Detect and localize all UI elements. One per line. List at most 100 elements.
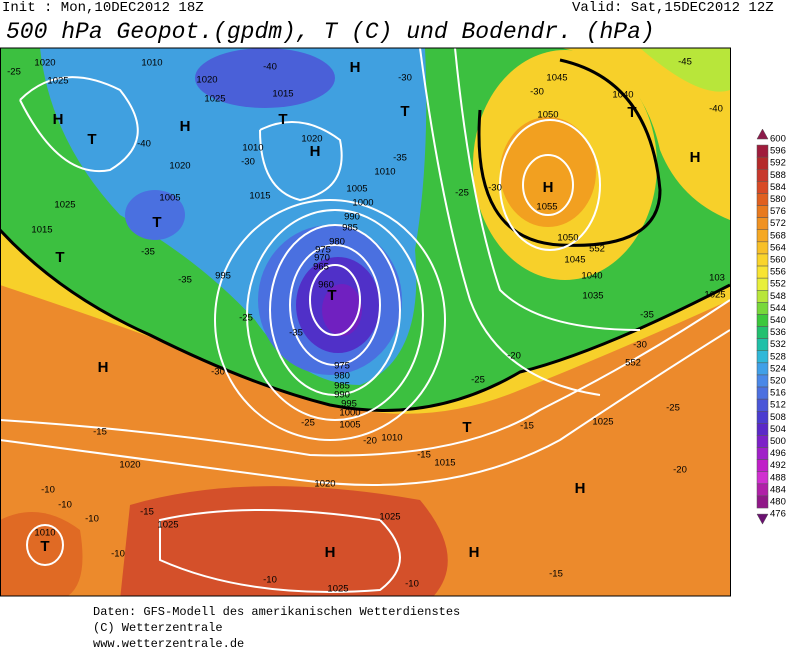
contour-label: -45 xyxy=(678,57,692,68)
colorbar-cell xyxy=(756,314,769,327)
colorbar-cell xyxy=(756,205,769,218)
colorbar-cell xyxy=(756,253,769,267)
contour-label: 1025 xyxy=(704,290,725,301)
contour-label: 1025 xyxy=(204,94,225,105)
contour-label: 990 xyxy=(344,212,360,223)
contour-label: -20 xyxy=(673,465,687,476)
init-text: Init : Mon,10DEC2012 18Z xyxy=(2,0,204,16)
contour-label: 1050 xyxy=(557,233,578,244)
map-frame xyxy=(0,47,731,597)
colorbar-cell xyxy=(756,277,769,291)
colorbar-cell xyxy=(756,193,769,206)
contour-label: 1035 xyxy=(582,291,603,302)
contour-label: 1010 xyxy=(374,167,395,178)
contour-label: 1025 xyxy=(592,417,613,428)
colorbar-label: 492 xyxy=(770,460,786,471)
contour-label: -25 xyxy=(239,313,253,324)
contour-label: 960 xyxy=(318,280,334,291)
colorbar-label: 476 xyxy=(770,509,786,520)
pressure-center: T xyxy=(627,104,636,121)
contour-label: 995 xyxy=(215,271,231,282)
colorbar-label: 544 xyxy=(770,303,786,314)
contour-label: 1025 xyxy=(157,520,178,531)
contour-label: 1040 xyxy=(581,271,602,282)
colorbar-label: 524 xyxy=(770,363,786,374)
colorbar-cell xyxy=(756,350,769,364)
colorbar-label: 500 xyxy=(770,436,786,447)
contour-label: -15 xyxy=(140,507,154,518)
contour-label: 1000 xyxy=(339,408,360,419)
colorbar-cell xyxy=(756,290,769,303)
contour-label: 1010 xyxy=(141,58,162,69)
contour-label: -10 xyxy=(85,514,99,525)
colorbar-cell xyxy=(756,362,769,376)
contour-label: -10 xyxy=(405,579,419,590)
colorbar-label: 596 xyxy=(770,146,786,157)
contour-label: 1040 xyxy=(612,90,633,101)
colorbar-label: 580 xyxy=(770,194,786,205)
contour-label: 1025 xyxy=(327,584,348,595)
contour-label: -15 xyxy=(549,569,563,580)
contour-label: 1020 xyxy=(119,460,140,471)
contour-label: -30 xyxy=(530,87,544,98)
colorbar-cell xyxy=(756,241,769,255)
colorbar-label: 564 xyxy=(770,242,786,253)
colorbar-cell xyxy=(756,374,769,388)
pressure-center: H xyxy=(180,118,191,135)
colorbar-label: 528 xyxy=(770,351,786,362)
contour-label: 1005 xyxy=(159,193,180,204)
footer-line: (C) Wetterzentrale xyxy=(93,621,223,635)
contour-label: -35 xyxy=(640,310,654,321)
colorbar-label: 496 xyxy=(770,448,786,459)
contour-label: 552 xyxy=(625,358,641,369)
colorbar-cell xyxy=(756,423,769,436)
contour-label: 1025 xyxy=(54,200,75,211)
colorbar-label: 512 xyxy=(770,400,786,411)
pressure-center: T xyxy=(55,249,64,266)
contour-label: -25 xyxy=(7,67,21,78)
contour-label: -10 xyxy=(41,485,55,496)
colorbar-arrow xyxy=(756,513,769,525)
contour-label: -35 xyxy=(178,275,192,286)
colorbar-cell xyxy=(756,411,769,424)
contour-label: -10 xyxy=(263,575,277,586)
contour-label: 1045 xyxy=(546,73,567,84)
contour-label: 980 xyxy=(334,371,350,382)
contour-label: 1015 xyxy=(249,191,270,202)
pressure-center: H xyxy=(469,544,480,561)
colorbar-cell xyxy=(756,495,769,509)
colorbar-cell xyxy=(756,217,769,230)
contour-label: -40 xyxy=(263,62,277,73)
pressure-center: T xyxy=(400,103,409,120)
colorbar-label: 572 xyxy=(770,218,786,229)
pressure-center: H xyxy=(690,149,701,166)
contour-label: -20 xyxy=(363,436,377,447)
pressure-center: H xyxy=(575,480,586,497)
contour-label: 990 xyxy=(334,390,350,401)
contour-label: 1015 xyxy=(434,458,455,469)
colorbar-cell xyxy=(756,435,769,448)
colorbar-cell xyxy=(756,447,769,460)
colorbar-label: 600 xyxy=(770,134,786,145)
pressure-center: T xyxy=(40,538,49,555)
contour-label: -30 xyxy=(211,367,225,378)
pressure-center: H xyxy=(53,111,64,128)
colorbar-cell xyxy=(756,265,769,279)
contour-label: -15 xyxy=(417,450,431,461)
pressure-center: H xyxy=(350,59,361,76)
colorbar-label: 536 xyxy=(770,327,786,338)
colorbar-label: 568 xyxy=(770,230,786,241)
contour-label: 1025 xyxy=(47,76,68,87)
colorbar-label: 488 xyxy=(770,472,786,483)
colorbar-arrow xyxy=(756,128,769,140)
contour-label: 975 xyxy=(334,361,350,372)
colorbar-cell xyxy=(756,181,769,194)
contour-label: -15 xyxy=(520,421,534,432)
contour-label: 1010 xyxy=(34,528,55,539)
colorbar-label: 508 xyxy=(770,412,786,423)
colorbar-cell xyxy=(756,156,769,170)
contour-label: -25 xyxy=(471,375,485,386)
contour-label: 1020 xyxy=(301,134,322,145)
contour-label: 1010 xyxy=(381,433,402,444)
